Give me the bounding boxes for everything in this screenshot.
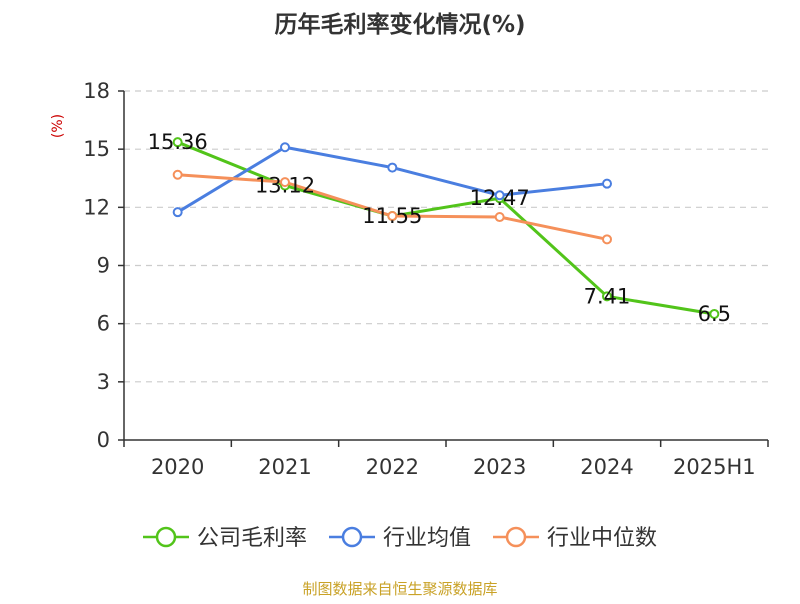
legend-marker-icon <box>155 526 177 548</box>
data-point <box>172 207 183 218</box>
data-point <box>280 142 290 153</box>
data-label: 6.5 <box>698 302 731 326</box>
chart-title: 历年毛利率变化情况(%) <box>274 11 525 38</box>
grid-lines <box>124 90 768 383</box>
series-group <box>172 137 720 319</box>
data-label: 12.47 <box>470 186 530 210</box>
y-tick-label: 3 <box>97 370 110 394</box>
x-tick-label: 2024 <box>580 455 633 479</box>
data-label: 11.55 <box>362 204 422 228</box>
legend-item-0[interactable]: 公司毛利率 <box>143 526 307 551</box>
x-tick-label: 2022 <box>366 455 419 479</box>
legend-marker-icon <box>505 526 527 548</box>
legend-item-1[interactable]: 行业均值 <box>329 526 471 551</box>
data-labels: 15.36 13.12 11.55 12.47 7.41 6.5 <box>148 130 731 326</box>
data-point <box>709 308 720 319</box>
x-tick-label: 2020 <box>151 455 204 479</box>
legend: 公司毛利率 行业均值 行业中位数 <box>143 526 657 551</box>
data-point <box>280 177 290 188</box>
source-note: 制图数据来自恒生聚源数据库 <box>302 580 497 598</box>
y-tick-label: 0 <box>97 428 110 452</box>
x-tick-label: 2021 <box>258 455 311 479</box>
legend-label: 公司毛利率 <box>197 526 307 551</box>
data-point <box>172 169 183 180</box>
y-tick-label: 12 <box>83 195 110 219</box>
data-point <box>602 291 612 302</box>
legend-label: 行业中位数 <box>547 526 657 551</box>
data-point <box>387 211 398 222</box>
series-line-0 <box>177 140 715 316</box>
data-label: 15.36 <box>148 130 208 154</box>
axes: 0 3 6 9 12 15 18 2020 2021 2022 2023 2024 2025H1 <box>83 79 769 479</box>
data-point <box>494 212 505 223</box>
legend-marker-icon <box>341 526 363 548</box>
x-tick-label: 2023 <box>473 455 526 479</box>
data-label: 13.12 <box>255 174 315 198</box>
y-tick-label: 15 <box>83 137 110 161</box>
y-tick-label: 9 <box>97 254 110 278</box>
x-tick-label: 2025H1 <box>673 455 756 479</box>
legend-label: 行业均值 <box>383 526 471 551</box>
data-point <box>602 178 612 189</box>
data-point <box>494 190 505 201</box>
data-point <box>602 234 612 245</box>
y-axis-label: (%) <box>50 114 66 138</box>
y-tick-label: 6 <box>97 312 110 336</box>
legend-item-2[interactable]: 行业中位数 <box>493 526 657 551</box>
data-point <box>172 137 183 148</box>
y-tick-label: 18 <box>83 79 110 103</box>
data-point <box>387 162 398 173</box>
data-label: 7.41 <box>584 284 631 308</box>
